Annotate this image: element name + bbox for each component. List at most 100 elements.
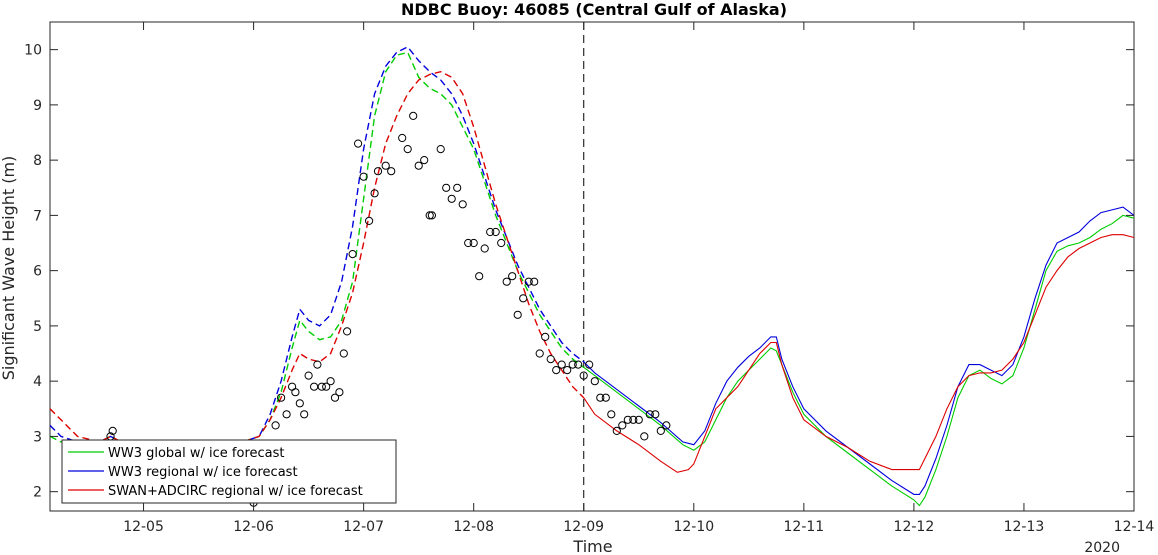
observation-point <box>601 393 610 402</box>
observation-point <box>607 410 616 419</box>
y-tick-label: 6 <box>33 264 42 280</box>
observation-point <box>662 421 671 430</box>
x-tick-label: 12-09 <box>563 519 604 535</box>
observation-point <box>427 211 436 220</box>
observation-point <box>552 366 561 375</box>
observation-point <box>282 410 291 419</box>
y-tick-label: 5 <box>33 319 42 335</box>
series-0-forecast-line <box>583 214 1135 507</box>
x-tick-label: 12-06 <box>233 519 274 535</box>
x-axis-label: Time <box>572 537 612 555</box>
observation-point <box>618 421 627 430</box>
observation-point <box>436 145 445 154</box>
observation-point <box>387 167 396 176</box>
y-tick-label: 9 <box>33 98 42 114</box>
y-tick-label: 3 <box>33 429 42 445</box>
y-axis-label: Significant Wave Height (m) <box>0 156 18 381</box>
y-tick-label: 2 <box>33 485 42 501</box>
observation-point <box>317 382 326 391</box>
observation-point <box>348 250 357 259</box>
observation-point <box>574 360 583 369</box>
observation-point <box>585 360 594 369</box>
legend-entry-label: WW3 global w/ ice forecast <box>108 446 285 461</box>
observation-point <box>656 426 665 435</box>
observation-point <box>651 410 660 419</box>
observation-point <box>475 272 484 281</box>
y-tick-label: 7 <box>33 208 42 224</box>
x-tick-label: 12-14 <box>1114 519 1155 535</box>
observation-point <box>541 332 550 341</box>
observation-point <box>271 421 280 430</box>
observation-point <box>486 227 495 237</box>
observation-point <box>414 161 423 170</box>
observation-point <box>464 238 473 248</box>
chart-title: NDBC Buoy: 46085 (Central Gulf of Alaska… <box>401 0 787 19</box>
observation-point <box>425 211 434 220</box>
observation-point <box>409 111 418 121</box>
observation-point <box>291 388 300 397</box>
legend: WW3 global w/ ice forecast WW3 regional w… <box>61 439 397 504</box>
observation-point <box>579 371 588 380</box>
observation-point <box>330 393 340 402</box>
observation-point <box>535 349 544 358</box>
observation-point <box>508 272 517 281</box>
series-1-forecast-line <box>583 206 1135 495</box>
observation-point <box>277 393 286 402</box>
observation-point <box>563 366 572 375</box>
observation-point <box>453 183 462 192</box>
observation-point <box>530 277 539 286</box>
observation-point <box>381 161 390 170</box>
observation-point <box>480 244 489 253</box>
observation-point <box>295 399 304 408</box>
observation-point <box>398 133 407 143</box>
plot-area <box>49 21 1135 512</box>
observation-point <box>343 327 352 336</box>
observation-point <box>420 156 429 165</box>
observation-point <box>612 426 621 435</box>
observation-point <box>365 216 374 225</box>
observation-point <box>370 189 379 198</box>
observation-point <box>568 360 577 369</box>
observation-point <box>502 277 511 286</box>
observation-point <box>322 382 331 391</box>
observation-point <box>354 139 363 148</box>
y-tick-label: 10 <box>24 43 42 59</box>
observation-point <box>442 183 451 192</box>
observation-point <box>458 200 467 209</box>
observations-layer <box>106 111 671 507</box>
observation-point <box>469 238 478 248</box>
observation-point <box>623 415 632 424</box>
legend-box <box>61 439 397 504</box>
observation-point <box>519 294 528 303</box>
x-tick-label: 12-12 <box>894 519 935 535</box>
x-tick-label: 12-10 <box>673 519 714 535</box>
observation-point <box>313 360 322 369</box>
plot-box <box>49 21 1135 512</box>
observation-point <box>629 415 638 424</box>
observation-point <box>513 310 522 319</box>
y-tick-label: 8 <box>33 153 42 169</box>
observation-point <box>447 194 456 203</box>
legend-entry-label: SWAN+ADCIRC regional w/ ice forecast <box>108 484 363 499</box>
observation-point <box>557 360 566 369</box>
legend-entry-label: WW3 regional w/ ice forecast <box>108 465 298 480</box>
series-2-forecast-line <box>583 234 1135 473</box>
observation-point <box>524 277 533 286</box>
observation-point <box>339 349 348 358</box>
observation-point <box>300 410 309 419</box>
observation-point <box>359 172 368 181</box>
x-tick-label: 12-07 <box>343 519 384 535</box>
observation-point <box>403 145 412 154</box>
observation-point <box>335 388 344 397</box>
observation-point <box>546 355 555 364</box>
observation-point <box>596 393 605 402</box>
tick-layer: 12-05 12-06 12-07 12-08 12-09 12-10 12-11 12-12… <box>24 22 1154 535</box>
year-label: 2020 <box>1084 540 1120 555</box>
observation-point <box>304 371 313 380</box>
x-tick-label: 12-08 <box>453 519 494 535</box>
x-tick-label: 12-05 <box>123 519 164 535</box>
observation-point <box>645 410 654 419</box>
observation-point <box>373 167 383 176</box>
y-tick-label: 4 <box>33 374 42 390</box>
